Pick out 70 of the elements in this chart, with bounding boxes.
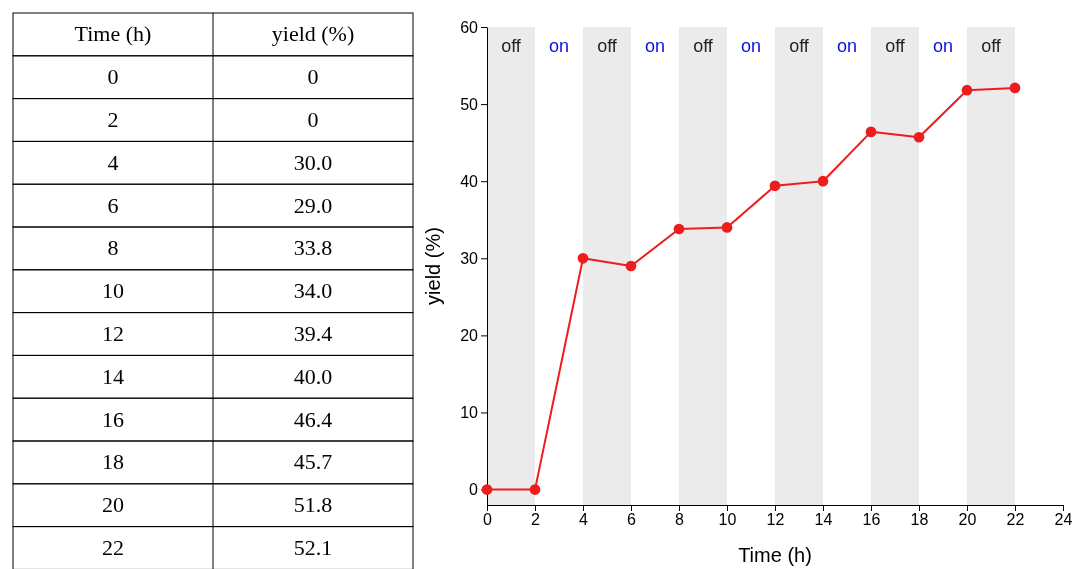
text: 46.4 <box>293 406 333 432</box>
text: 33.8 <box>293 235 333 261</box>
point <box>721 222 733 233</box>
text: 29.0 <box>293 192 333 218</box>
annotation: on <box>740 36 762 56</box>
band-label: off <box>693 36 714 56</box>
text: 22 <box>102 535 124 560</box>
point <box>625 260 637 272</box>
point <box>769 180 781 192</box>
x-tick-label: 12 <box>766 511 785 529</box>
text: 2 <box>107 107 119 132</box>
text: 18 <box>102 449 124 475</box>
text: 8 <box>107 235 119 261</box>
x-tick-label: 2 <box>531 511 541 529</box>
text: 30.0 <box>293 149 333 175</box>
annotation: on <box>836 36 858 56</box>
band-label: off <box>981 36 1002 56</box>
band-label: off <box>501 36 522 56</box>
x-tick-label: 6 <box>627 511 637 529</box>
point <box>673 223 685 235</box>
text: 6 <box>107 192 119 218</box>
point <box>481 484 493 495</box>
point <box>865 126 877 138</box>
x-tick-label: 18 <box>910 511 929 529</box>
text: 40.0 <box>293 363 333 389</box>
text: 0 <box>307 107 319 132</box>
x-tick-label: 22 <box>1006 511 1025 529</box>
x-tick-label: 8 <box>675 511 685 529</box>
text: 0 <box>107 64 119 90</box>
text: 12 <box>102 321 124 346</box>
y-tick-label: 20 <box>460 327 479 345</box>
band-label: off <box>597 36 618 56</box>
text: 34.0 <box>293 278 333 304</box>
annotation: on <box>644 36 666 56</box>
text: yield (%) <box>271 21 355 47</box>
text: 16 <box>102 406 124 432</box>
text: 14 <box>102 363 124 389</box>
annotation: on <box>932 36 954 56</box>
annotation: on <box>548 36 570 56</box>
x-tick-label: 0 <box>483 511 493 529</box>
text: 4 <box>107 149 119 175</box>
x-tick-label: 20 <box>958 511 977 529</box>
point <box>529 484 541 495</box>
y-axis-title: yield (%) <box>422 227 444 305</box>
x-tick-label: 14 <box>814 511 833 529</box>
y-tick-label: 60 <box>460 18 479 36</box>
text: 10 <box>102 278 124 304</box>
x-tick-label: 4 <box>579 511 589 529</box>
y-tick-label: 30 <box>460 249 479 267</box>
band-label: off <box>789 36 810 56</box>
x-tick-label: 10 <box>718 511 737 529</box>
band-label: off <box>885 36 906 56</box>
x-axis-title: Time (h) <box>738 544 812 566</box>
point <box>913 131 925 143</box>
text: 52.1 <box>293 535 333 560</box>
text: Time (h) <box>74 21 152 47</box>
point <box>817 175 829 187</box>
x-tick-label: 16 <box>862 511 881 529</box>
y-tick-label: 0 <box>469 481 479 499</box>
text: 39.4 <box>293 321 333 346</box>
text: 0 <box>307 64 319 90</box>
point <box>961 84 973 96</box>
y-tick-label: 10 <box>460 404 479 422</box>
point <box>1009 82 1021 94</box>
y-tick-label: 40 <box>460 172 479 190</box>
text: 45.7 <box>293 449 333 475</box>
x-tick-label: 24 <box>1054 511 1073 529</box>
text: 51.8 <box>293 492 333 518</box>
point <box>577 252 589 264</box>
y-tick-label: 50 <box>460 95 479 113</box>
